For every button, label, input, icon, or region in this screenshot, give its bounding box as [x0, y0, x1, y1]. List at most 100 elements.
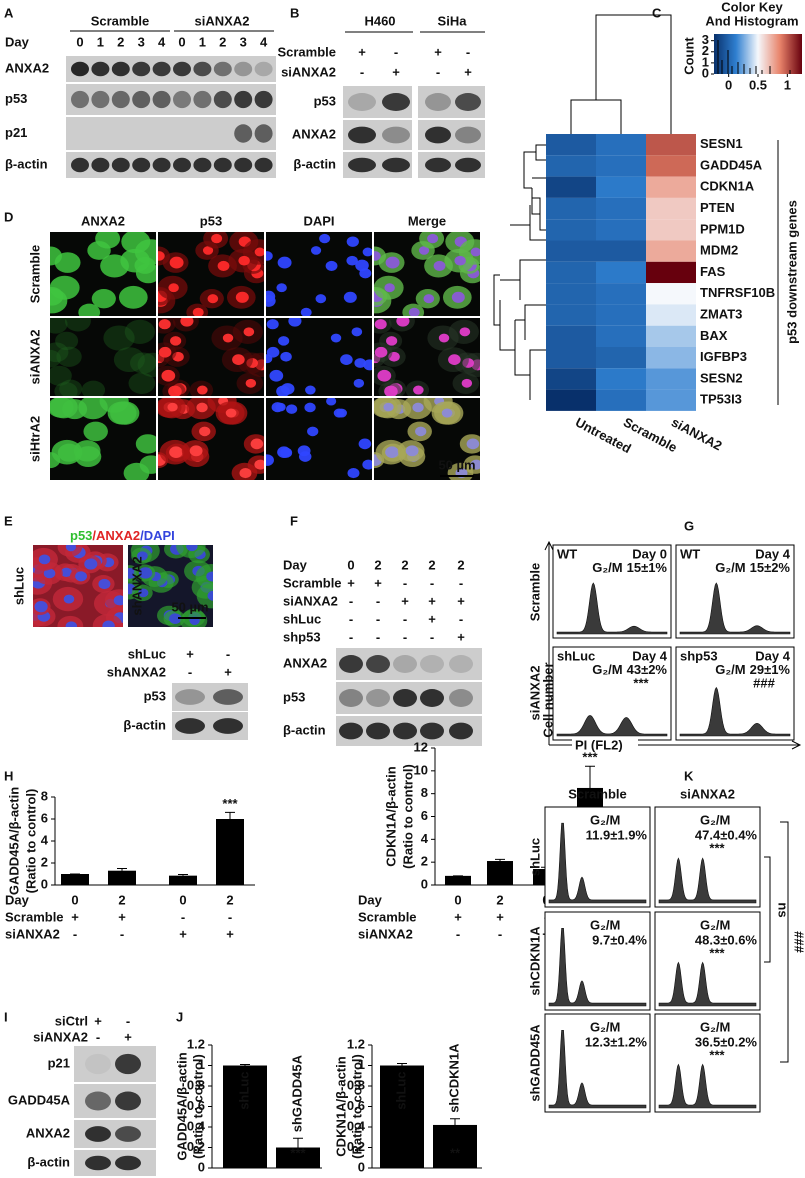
nucleus	[170, 336, 182, 346]
nucleus	[413, 385, 424, 395]
nucleus	[427, 233, 439, 244]
flow-histogram	[548, 822, 647, 904]
condition-mark: -	[394, 44, 398, 59]
panel-letter: G	[684, 518, 694, 533]
bar	[276, 1147, 320, 1168]
stain-title: p53/ANXA2/DAPI	[70, 528, 175, 543]
significance: ***	[582, 750, 598, 765]
heatmap-cell	[596, 347, 646, 369]
nucleus	[470, 459, 480, 470]
y-tick-label: 0.4	[187, 1118, 206, 1133]
micrograph	[50, 232, 156, 316]
flow-histogram	[556, 715, 668, 737]
error-bar	[178, 874, 188, 876]
scale-bar-label: 50 µm	[171, 599, 208, 614]
nucleus	[275, 402, 286, 412]
cell	[83, 421, 108, 442]
nucleus	[138, 567, 153, 579]
gene-label: SESN1	[700, 136, 743, 151]
g2m-text: G₂/M 43±2%	[592, 662, 667, 677]
blot-band	[111, 157, 130, 173]
nucleus	[277, 256, 292, 269]
nucleus	[276, 283, 287, 293]
blot-label: ANXA2	[283, 655, 327, 670]
nucleus	[239, 467, 252, 479]
heatmap-cell	[596, 176, 646, 198]
nucleus	[347, 467, 360, 479]
g2m-text: G₂/M 15±2%	[715, 560, 790, 575]
nucleus	[459, 327, 471, 337]
row-label: siANXA2	[27, 330, 42, 385]
cell-line: H460	[364, 13, 395, 28]
y-axis-label: GADD45A/β-actin	[174, 1052, 189, 1160]
heatmap-cell	[546, 219, 596, 241]
nucleus	[238, 255, 250, 266]
key-y-tick-label: 1	[702, 54, 709, 69]
cell	[123, 462, 150, 480]
error-bar	[240, 1063, 250, 1066]
error-bar	[397, 1062, 407, 1066]
x-axis-label: PI (FL2)	[575, 737, 623, 752]
heatmap-cell	[646, 134, 696, 156]
y-tick-label: 6	[41, 810, 48, 825]
blot-band	[115, 1126, 141, 1142]
heatmap-cell	[646, 347, 696, 369]
day-label: 2	[219, 34, 226, 49]
g2m-value: 36.5±0.2%	[695, 1034, 758, 1049]
blot-band	[254, 124, 273, 143]
flow-histogram	[548, 928, 647, 1007]
flow-histogram	[658, 857, 757, 904]
significance: ###	[753, 675, 775, 690]
panel-letter: A	[4, 5, 14, 20]
key-title: Color Key	[721, 0, 783, 14]
micrograph	[266, 232, 372, 316]
blot-label: β-actin	[283, 722, 326, 737]
condition-mark: -	[459, 611, 463, 626]
y-axis-label: CDKN1A/β-actin	[383, 766, 398, 866]
cell	[54, 382, 78, 396]
day-label: Day 4	[755, 648, 790, 663]
cell	[50, 365, 72, 386]
day-label: 3	[138, 34, 145, 49]
key-title: And Histogram	[705, 13, 798, 28]
condition-label: Scramble	[358, 909, 417, 924]
row-label: Scramble	[527, 563, 542, 622]
nucleus	[202, 246, 214, 255]
y-axis-label: CDKN1A/β-actin	[333, 1056, 348, 1156]
blot-label: p53	[5, 91, 27, 106]
phase-label: G₂/M	[700, 1019, 730, 1034]
heatmap-cell	[546, 368, 596, 390]
day-label: 1	[199, 34, 206, 49]
nucleus	[276, 385, 290, 396]
micrograph	[33, 545, 123, 627]
nucleus	[113, 595, 123, 606]
nucleus	[304, 402, 316, 413]
key-y-tick-label: 3	[702, 32, 709, 47]
condition-label: Day	[5, 892, 30, 907]
heatmap-cell	[646, 304, 696, 326]
blot-band	[339, 722, 363, 740]
g2m-value: 15±2%	[750, 560, 791, 575]
blot-band	[254, 90, 273, 109]
significance: ***	[222, 796, 238, 811]
flow-panel	[552, 544, 672, 639]
blot-band	[85, 1155, 111, 1171]
nucleus	[286, 404, 298, 414]
nucleus	[266, 346, 280, 358]
condition-label: shLuc	[283, 611, 321, 626]
nucleus	[310, 246, 322, 255]
condition-mark: +	[226, 926, 234, 941]
nucleus	[408, 307, 420, 316]
nucleus	[415, 426, 427, 437]
day-label: 3	[240, 34, 247, 49]
nucleus	[192, 307, 204, 316]
y-tick-label: 0.8	[187, 1077, 205, 1092]
bar-label: shLuc	[236, 1072, 251, 1110]
nucleus	[34, 601, 48, 613]
heatmap-cell	[546, 176, 596, 198]
blot-label: β-actin	[5, 156, 48, 171]
nucleus	[197, 385, 208, 395]
heatmap-cell	[546, 347, 596, 369]
nucleus	[396, 318, 410, 327]
condition-mark: +	[224, 664, 232, 679]
